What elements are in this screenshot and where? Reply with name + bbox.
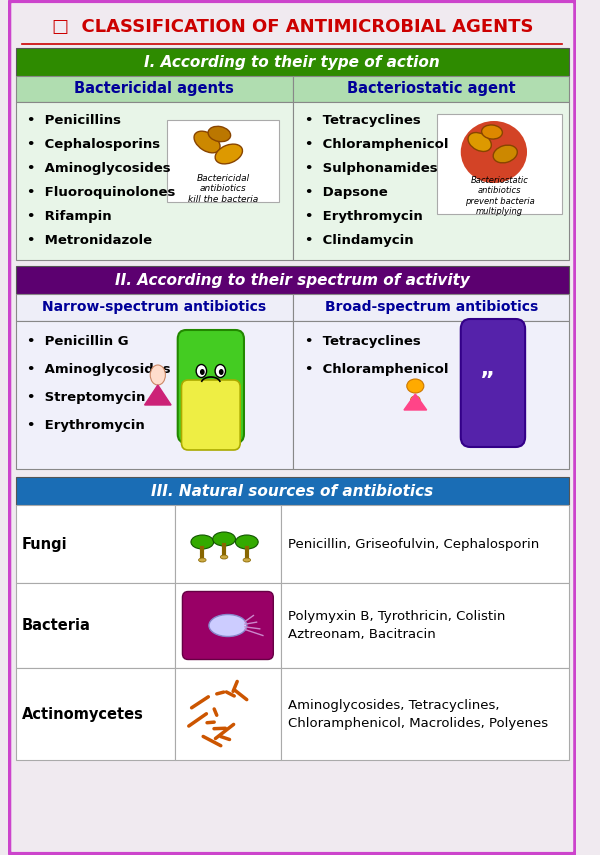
Bar [16,668,175,760]
Text: Bactericidal
antibiotics
kill the bacteria: Bactericidal antibiotics kill the bacter… [188,174,258,203]
Polygon shape [404,394,427,410]
Ellipse shape [219,369,224,375]
Text: •  Cephalosporins: • Cephalosporins [27,138,160,151]
Text: III. Natural sources of antibiotics: III. Natural sources of antibiotics [151,483,433,498]
Text: I. According to their type of action: I. According to their type of action [145,55,440,69]
Ellipse shape [194,131,220,153]
Text: •  Fluoroquinolones: • Fluoroquinolones [27,186,176,199]
Ellipse shape [209,615,247,636]
Bar [293,102,569,260]
Bar [16,76,293,102]
Bar [293,76,569,102]
Ellipse shape [468,133,491,151]
Bar [16,505,175,583]
Text: •  Erythromycin: • Erythromycin [305,210,422,223]
Bar [16,8,569,46]
Bar [293,321,569,469]
Text: □  CLASSIFICATION OF ANTIMICROBIAL AGENTS: □ CLASSIFICATION OF ANTIMICROBIAL AGENTS [52,18,533,36]
Text: Bacteriostatic agent: Bacteriostatic agent [347,81,516,97]
Ellipse shape [243,558,251,562]
Bar [16,48,569,76]
Text: •  Chloramphenicol: • Chloramphenicol [305,138,448,151]
FancyBboxPatch shape [461,319,525,447]
Text: ”: ” [479,371,494,391]
Text: Broad-spectrum antibiotics: Broad-spectrum antibiotics [325,300,538,314]
Bar [175,668,281,760]
Text: •  Rifampin: • Rifampin [27,210,112,223]
Text: •  Chloramphenicol: • Chloramphenicol [305,363,448,376]
Ellipse shape [220,555,228,559]
Text: Bacteria: Bacteria [22,618,91,633]
Text: •  Aminoglycosides: • Aminoglycosides [27,162,171,175]
Text: •  Penicillins: • Penicillins [27,114,121,127]
Ellipse shape [200,369,205,375]
Ellipse shape [410,396,420,404]
FancyBboxPatch shape [181,380,240,450]
Ellipse shape [191,535,214,549]
Bar [16,266,569,294]
Ellipse shape [407,379,424,393]
Text: Polymyxin B, Tyrothricin, Colistin
Aztreonam, Bacitracin: Polymyxin B, Tyrothricin, Colistin Aztre… [287,610,505,641]
Polygon shape [145,385,171,405]
Text: •  Streptomycin: • Streptomycin [27,391,146,404]
Bar [437,114,562,214]
Bar [281,583,569,668]
Ellipse shape [199,558,206,562]
Ellipse shape [482,125,502,139]
Text: Bacteriostatic
antibiotics
prevent bacteria
multiplying: Bacteriostatic antibiotics prevent bacte… [464,176,535,216]
FancyBboxPatch shape [182,592,274,659]
Ellipse shape [208,127,230,142]
Ellipse shape [215,364,226,378]
Text: Bactericidal agents: Bactericidal agents [74,81,234,97]
Bar [16,102,293,260]
Ellipse shape [493,145,517,162]
Ellipse shape [213,532,235,546]
Bar [16,321,293,469]
FancyBboxPatch shape [178,330,244,443]
Bar [16,477,569,505]
Text: •  Erythromycin: • Erythromycin [27,419,145,432]
Text: •  Clindamycin: • Clindamycin [305,234,413,247]
Text: •  Tetracyclines: • Tetracyclines [305,114,421,127]
Text: •  Metronidazole: • Metronidazole [27,234,152,247]
Text: Fungi: Fungi [22,536,67,551]
Text: •  Tetracyclines: • Tetracyclines [305,335,421,348]
Text: •  Sulphonamides: • Sulphonamides [305,162,437,175]
Bar [281,668,569,760]
Text: •  Dapsone: • Dapsone [305,186,388,199]
FancyBboxPatch shape [9,1,575,854]
Ellipse shape [196,364,206,378]
Ellipse shape [235,535,258,549]
Bar [293,294,569,321]
Text: II. According to their spectrum of activity: II. According to their spectrum of activ… [115,273,470,287]
Bar [16,294,293,321]
Bar [175,505,281,583]
Ellipse shape [215,144,242,164]
Text: •  Penicillin G: • Penicillin G [27,335,129,348]
Text: Penicillin, Griseofulvin, Cephalosporin: Penicillin, Griseofulvin, Cephalosporin [287,538,539,551]
Text: Aminoglycosides, Tetracyclines,
Chloramphenicol, Macrolides, Polyenes: Aminoglycosides, Tetracyclines, Chloramp… [287,699,548,729]
Text: Actinomycetes: Actinomycetes [22,706,143,722]
Bar [167,120,279,202]
Ellipse shape [461,121,527,183]
Ellipse shape [150,365,166,385]
Text: Narrow-spectrum antibiotics: Narrow-spectrum antibiotics [42,300,266,314]
Bar [16,583,175,668]
Text: •  Aminoglycosides: • Aminoglycosides [27,363,171,376]
Bar [175,583,281,668]
Bar [281,505,569,583]
